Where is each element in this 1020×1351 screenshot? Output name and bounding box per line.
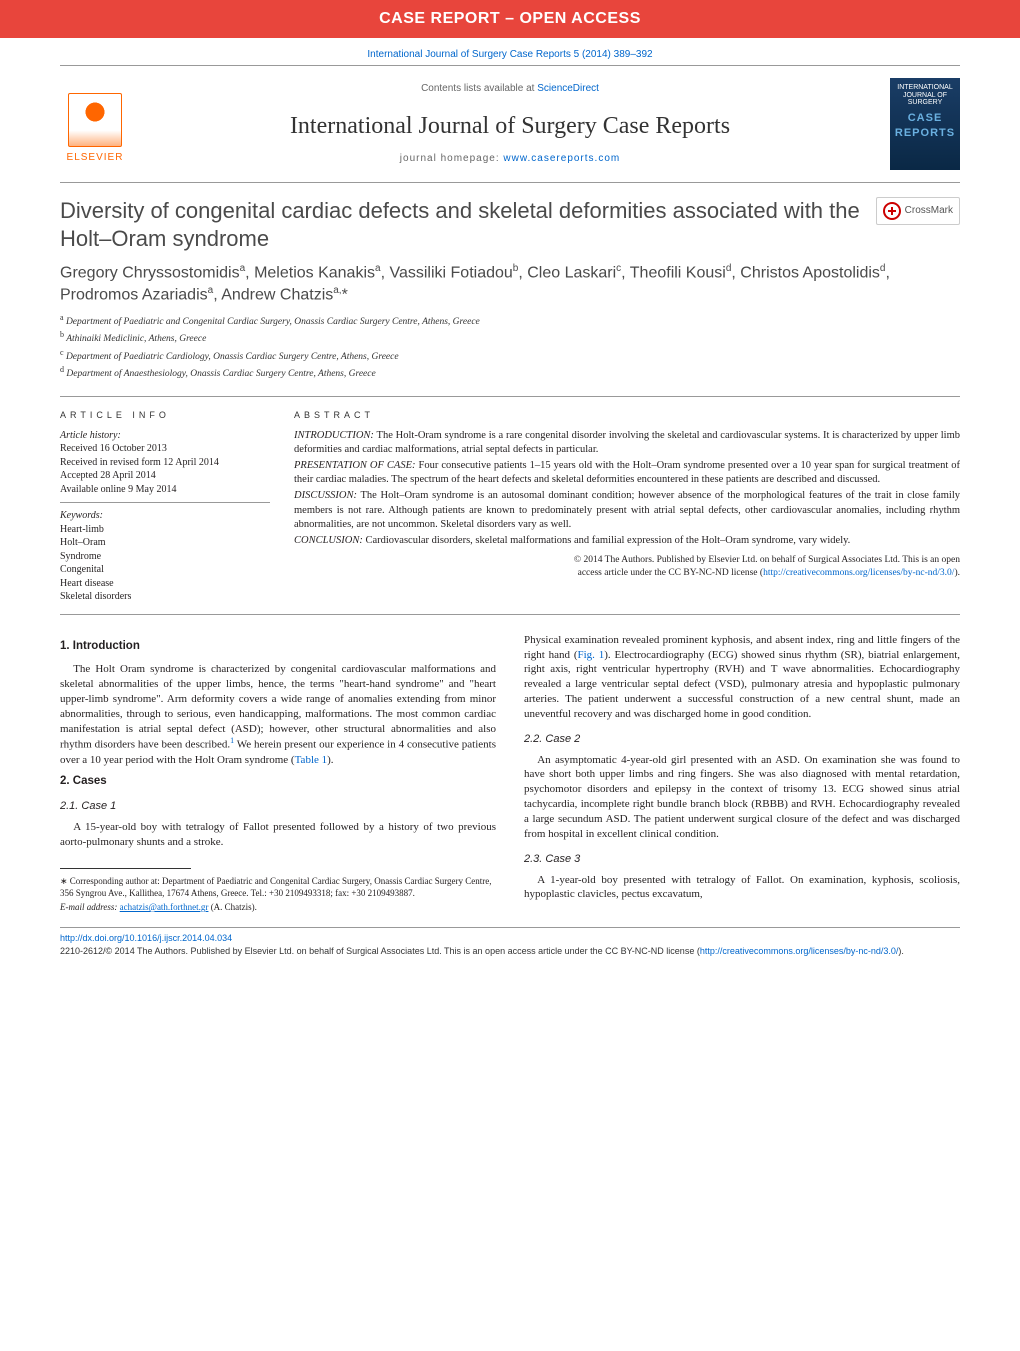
article-body: 1. Introduction The Holt Oram syndrome i… [60,633,960,914]
case-3-p1: A 1-year-old boy presented with tetralog… [524,873,960,903]
email-suffix: (A. Chatzis). [208,902,257,912]
cover-title: INTERNATIONAL JOURNAL OF SURGERY [894,84,956,107]
affiliation-a: Department of Paediatric and Congenital … [66,317,480,327]
abstract-disc-label: DISCUSSION: [294,490,357,501]
case-2-p1: An asymptomatic 4-year-old girl presente… [524,753,960,842]
fig-1-link[interactable]: Fig. 1 [577,649,604,661]
doi-link[interactable]: http://dx.doi.org/10.1016/j.ijscr.2014.0… [60,933,232,943]
bottom-rule [60,927,960,928]
s1-p1a: The Holt Oram syndrome is characterized … [60,663,496,751]
history-received: Received 16 October 2013 [60,443,167,454]
keyword-1: Holt–Oram [60,537,106,548]
history-online: Available online 9 May 2014 [60,484,176,495]
copyright-line1: © 2014 The Authors. Published by Elsevie… [574,555,960,565]
bottom-license-link[interactable]: http://creativecommons.org/licenses/by-n… [700,946,899,956]
keyword-4: Heart disease [60,578,114,589]
copyright-line2: access article under the CC BY-NC-ND lic… [578,568,763,578]
crossmark-icon [883,202,901,220]
abstract-case-label: PRESENTATION OF CASE: [294,460,416,471]
keyword-2: Syndrome [60,551,101,562]
footnotes: ∗ Corresponding author at: Department of… [60,875,496,913]
open-access-banner: CASE REPORT – OPEN ACCESS [0,0,1020,38]
bottom-copyright-block: http://dx.doi.org/10.1016/j.ijscr.2014.0… [60,932,960,957]
contents-available-line: Contents lists available at ScienceDirec… [144,82,876,96]
section-2-head: 2. Cases [60,774,496,790]
case-3-head: 2.3. Case 3 [524,852,960,867]
journal-title: International Journal of Surgery Case Re… [144,110,876,142]
history-accepted: Accepted 28 April 2014 [60,470,156,481]
abstract-disc-text: The Holt–Oram syndrome is an autosomal d… [294,490,960,529]
journal-homepage-link[interactable]: www.casereports.com [503,153,620,164]
corresponding-email-link[interactable]: achatzis@ath.forthnet.gr [120,902,209,912]
sciencedirect-link[interactable]: ScienceDirect [537,83,599,94]
journal-header: ELSEVIER Contents lists available at Sci… [60,65,960,183]
case-1-p1: A 15-year-old boy with tetralogy of Fall… [60,820,496,850]
keyword-5: Skeletal disorders [60,591,131,602]
affiliation-c: Department of Paediatric Cardiology, Ona… [66,352,399,362]
article-history-label: Article history: [60,430,121,441]
section-1-head: 1. Introduction [60,639,496,655]
abstract-head: abstract [294,409,960,421]
issn-line: 2210-2612/© 2014 The Authors. Published … [60,946,700,956]
corresponding-author-note: ∗ Corresponding author at: Department of… [60,875,496,899]
abstract-intro-label: INTRODUCTION: [294,430,374,441]
journal-cover-thumbnail[interactable]: INTERNATIONAL JOURNAL OF SURGERY CASE RE… [890,78,960,170]
footnote-rule [60,868,191,869]
license-link[interactable]: http://creativecommons.org/licenses/by-n… [763,568,954,578]
affiliations: a Department of Paediatric and Congenita… [60,312,960,382]
elsevier-word: ELSEVIER [67,151,124,165]
crossmark-badge[interactable]: CrossMark [876,197,960,225]
abstract-concl-label: CONCLUSION: [294,535,363,546]
affiliation-d: Department of Anaesthesiology, Onassis C… [66,369,375,379]
keyword-3: Congenital [60,564,104,575]
journal-homepage-line: journal homepage: www.casereports.com [144,152,876,166]
elsevier-tree-icon [68,93,122,147]
s1-p1c: ). [327,754,333,766]
table-1-link[interactable]: Table 1 [295,754,328,766]
abstract-column: abstract INTRODUCTION: The Holt-Oram syn… [294,409,960,604]
crossmark-label: CrossMark [905,204,953,218]
case-1-head: 2.1. Case 1 [60,799,496,814]
authors-list: Gregory Chryssostomidisa, Meletios Kanak… [60,262,960,306]
affiliation-b: Athinaiki Mediclinic, Athens, Greece [66,335,206,345]
history-revised: Received in revised form 12 April 2014 [60,457,219,468]
keywords-label: Keywords: [60,510,103,521]
cover-subtitle: CASE REPORTS [894,111,956,141]
elsevier-logo[interactable]: ELSEVIER [60,84,130,164]
abstract-copyright: © 2014 The Authors. Published by Elsevie… [294,554,960,580]
article-info-head: article info [60,409,270,421]
article-title: Diversity of congenital cardiac defects … [60,197,862,252]
email-label: E-mail address: [60,902,120,912]
abstract-intro-text: The Holt-Oram syndrome is a rare congeni… [294,430,960,455]
article-info-column: article info Article history: Received 1… [60,409,270,604]
homepage-prefix: journal homepage: [400,153,504,164]
issn-end: ). [898,946,904,956]
citation-line: International Journal of Surgery Case Re… [0,38,1020,66]
copyright-line3: ). [954,568,960,578]
abstract-concl-text: Cardiovascular disorders, skeletal malfo… [363,535,850,546]
contents-prefix: Contents lists available at [421,83,537,94]
keyword-0: Heart-limb [60,524,104,535]
case-2-head: 2.2. Case 2 [524,732,960,747]
